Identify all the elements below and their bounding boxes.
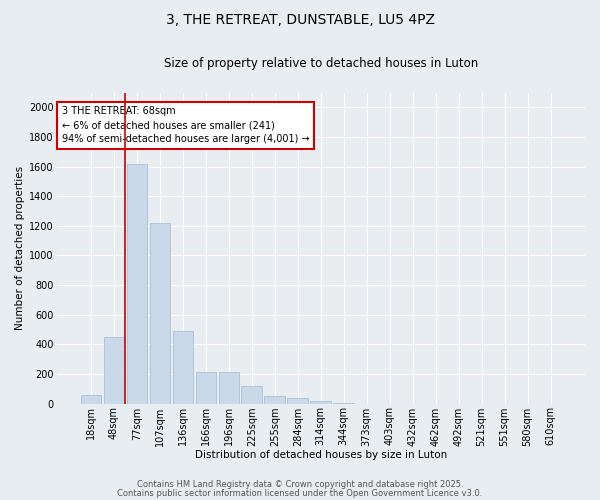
Bar [173,331,193,404]
Title: Size of property relative to detached houses in Luton: Size of property relative to detached ho… [164,58,478,70]
Text: Contains public sector information licensed under the Open Government Licence v3: Contains public sector information licen… [118,488,482,498]
Bar [265,396,285,404]
Bar [196,372,216,404]
Bar [241,386,262,404]
Y-axis label: Number of detached properties: Number of detached properties [15,166,25,330]
Text: 3 THE RETREAT: 68sqm
← 6% of detached houses are smaller (241)
94% of semi-detac: 3 THE RETREAT: 68sqm ← 6% of detached ho… [62,106,310,144]
Bar [334,403,354,404]
Text: 3, THE RETREAT, DUNSTABLE, LU5 4PZ: 3, THE RETREAT, DUNSTABLE, LU5 4PZ [166,12,434,26]
Bar [104,337,124,404]
Bar [80,394,101,404]
Bar [218,372,239,404]
Text: Contains HM Land Registry data © Crown copyright and database right 2025.: Contains HM Land Registry data © Crown c… [137,480,463,489]
X-axis label: Distribution of detached houses by size in Luton: Distribution of detached houses by size … [194,450,447,460]
Bar [127,164,147,404]
Bar [287,398,308,404]
Bar [149,223,170,404]
Bar [310,402,331,404]
